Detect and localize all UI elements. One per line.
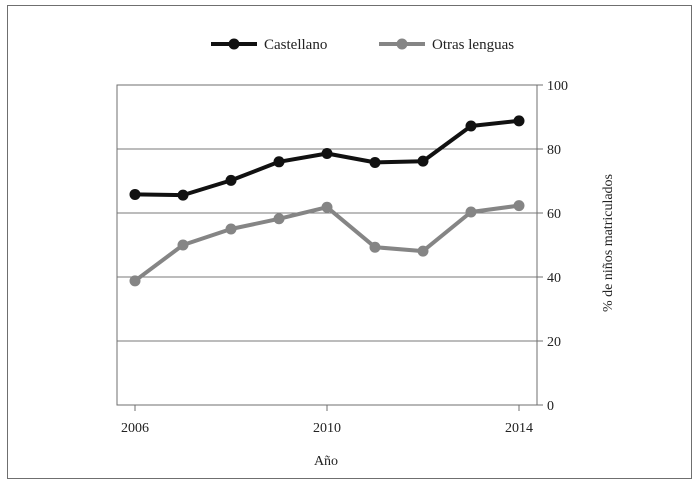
legend-swatch-marker: [228, 38, 240, 50]
series-1: [129, 200, 525, 287]
legend-item-0: Castellano: [211, 37, 327, 53]
axes: 0 20 40 60 80 100 2006 2010 2014: [116, 79, 568, 436]
y-tick-label: 60: [547, 207, 561, 222]
data-point: [369, 241, 381, 253]
data-point: [321, 201, 333, 213]
data-point: [465, 206, 477, 218]
legend-label: Castellano: [264, 37, 327, 53]
y-tick-label: 40: [547, 271, 561, 286]
data-point: [177, 189, 189, 201]
y-tick-label: 100: [547, 79, 568, 94]
data-point: [513, 200, 525, 212]
data-point: [177, 239, 189, 251]
x-tick-label: 2006: [121, 421, 149, 436]
data-point: [465, 120, 477, 132]
x-axis-label: Año: [314, 454, 338, 469]
chart-frame: 0 20 40 60 80 100 2006 2010 2014 Castellano Otras…: [7, 5, 692, 479]
series-0: [129, 115, 525, 201]
data-point: [369, 156, 381, 168]
data-point: [513, 115, 525, 127]
line-chart: 0 20 40 60 80 100 2006 2010 2014 Castellano Otras…: [116, 37, 616, 469]
legend-swatch-marker: [396, 38, 408, 50]
data-point: [225, 223, 237, 235]
data-point: [417, 155, 429, 167]
x-tick-label: 2010: [313, 421, 341, 436]
data-point: [273, 156, 285, 168]
legend-label: Otras lenguas: [432, 37, 514, 53]
data-point: [129, 188, 141, 200]
y-tick-label: 80: [547, 143, 561, 158]
series-line: [133, 203, 521, 283]
data-point: [273, 213, 285, 225]
y-axis-label: % de niños matriculados: [601, 174, 616, 312]
y-tick-label: 20: [547, 335, 561, 350]
legend: Castellano Otras lenguas: [211, 37, 514, 53]
data-point: [417, 245, 429, 257]
y-tick-label: 0: [547, 399, 554, 414]
data-point: [321, 147, 333, 159]
x-tick-label: 2014: [505, 421, 533, 436]
series: [129, 115, 525, 287]
legend-item-1: Otras lenguas: [379, 37, 514, 53]
data-point: [129, 275, 141, 287]
data-point: [225, 174, 237, 186]
